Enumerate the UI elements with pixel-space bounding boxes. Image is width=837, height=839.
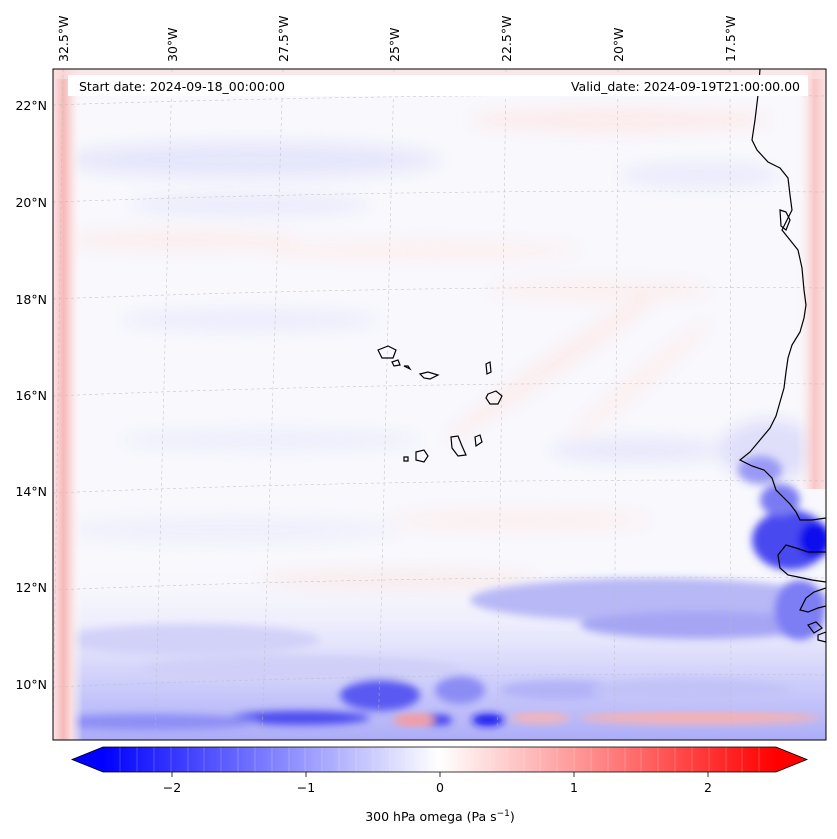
- lon-tick-label: 20°W: [611, 27, 626, 62]
- omega-field: [53, 69, 826, 740]
- cap-blanc: [779, 209, 791, 231]
- colorbar-extend-min: [72, 747, 103, 772]
- lat-tick-label: 14°N: [15, 484, 47, 499]
- bijagos-islands: [807, 621, 826, 643]
- coastline: [738, 69, 826, 643]
- lat-tick-label: 12°N: [15, 580, 47, 595]
- brava-island: [403, 456, 409, 462]
- colorbar-label-main: 300 hPa omega (Pa s: [365, 809, 496, 824]
- cape-verde-islands: [377, 345, 503, 463]
- sao-vicente-island: [391, 359, 401, 367]
- lon-tick-labels: 32.5°W 30°W 27.5°W 25°W 22.5°W 20°W 17.5…: [56, 16, 738, 62]
- mauritania-senegal-coast: [738, 69, 826, 521]
- colorbar-tick-label: 0: [436, 780, 444, 795]
- maio-island: [474, 434, 483, 448]
- colorbar-tick-label: −2: [163, 780, 181, 795]
- lon-tick-label: 30°W: [165, 27, 180, 62]
- lat-tick-label: 18°N: [15, 292, 47, 307]
- colorbar-outline: [70, 746, 809, 773]
- lat-tick-label: 20°N: [15, 195, 47, 210]
- colorbar-body: [103, 747, 776, 772]
- lat-tick-label: 16°N: [15, 388, 47, 403]
- lon-tick-label: 25°W: [387, 27, 402, 62]
- lat-tick-label: 22°N: [15, 98, 47, 113]
- header-banner: [68, 75, 808, 96]
- santiago-island: [450, 435, 467, 457]
- graticule: [53, 69, 826, 740]
- lon-tick-label: 17.5°W: [723, 16, 738, 62]
- gambia-coast: [777, 544, 826, 583]
- lon-tick-label: 32.5°W: [56, 16, 71, 62]
- lat-tick-labels: 22°N 20°N 18°N 16°N 14°N 12°N 10°N: [15, 98, 47, 692]
- lon-tick-label: 27.5°W: [276, 16, 291, 62]
- colorbar-tick-label: 1: [570, 780, 578, 795]
- colorbar-label-exponent: −1: [497, 809, 510, 819]
- colorbar-tick-label: −1: [297, 780, 315, 795]
- valid-date-label: Valid_date: 2024-09-19T21:00:00.00: [571, 79, 800, 94]
- colorbar-ticks: [171, 772, 709, 777]
- santa-luzia-island: [403, 365, 412, 371]
- colorbar-label: 300 hPa omega (Pa s−1): [365, 809, 515, 824]
- sao-nicolau-island: [418, 371, 440, 380]
- santo-antao-island: [377, 345, 397, 359]
- colorbar-label-close: ): [510, 809, 515, 824]
- lat-tick-label: 10°N: [15, 677, 47, 692]
- guinea-bissau-coast: [799, 587, 826, 613]
- colorbar-extend-max: [776, 747, 807, 772]
- lon-tick-label: 22.5°W: [499, 16, 514, 62]
- map-frame: [52, 68, 827, 741]
- start-date-label: Start date: 2024-09-18_00:00:00: [79, 79, 285, 94]
- map-panel: [53, 69, 826, 740]
- colorbar-tick-label: 2: [704, 780, 712, 795]
- boa-vista-island: [485, 390, 503, 405]
- colorbar: −2 −1 0 1 2 300 hPa omega (Pa s−1): [70, 746, 809, 824]
- fogo-island: [415, 449, 429, 463]
- sal-island: [485, 361, 492, 375]
